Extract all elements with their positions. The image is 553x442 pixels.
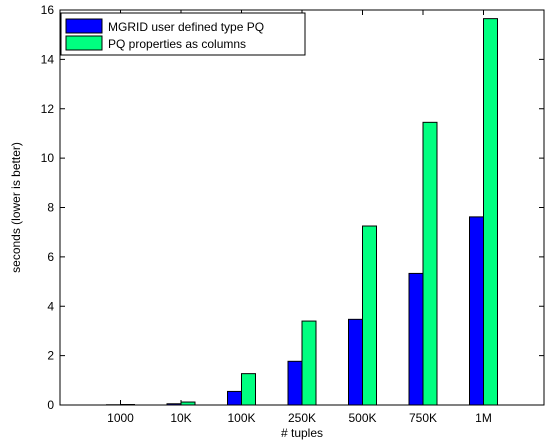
x-tick-label: 100K — [227, 411, 255, 425]
y-tick-label: 2 — [47, 349, 54, 363]
y-axis-label: seconds (lower is better) — [9, 142, 23, 273]
legend-label-series-2: PQ properties as columns — [108, 37, 246, 51]
y-axis: 0 2 4 6 8 10 12 14 16 — [41, 3, 544, 412]
bar-series-1 — [408, 272, 424, 406]
bar-series-2 — [301, 320, 317, 406]
x-tick-label: 1M — [475, 411, 492, 425]
x-tick-label: 500K — [348, 411, 376, 425]
bar-series-2 — [422, 121, 438, 406]
y-tick-label: 0 — [47, 398, 54, 412]
x-tick-label: 10K — [170, 411, 191, 425]
legend: MGRID user defined type PQ PQ properties… — [60, 12, 306, 56]
y-tick-label: 6 — [47, 250, 54, 264]
y-tick-label: 8 — [47, 201, 54, 215]
bar-series-1 — [287, 360, 303, 406]
bar-series-2 — [241, 373, 256, 406]
bars — [106, 18, 498, 406]
legend-swatch-series-2 — [65, 35, 103, 51]
x-axis-label: # tuples — [281, 426, 323, 440]
y-tick-label: 10 — [41, 151, 55, 165]
legend-swatch-series-1 — [65, 18, 103, 34]
y-tick-label: 16 — [41, 3, 55, 17]
y-tick-label: 4 — [47, 299, 54, 313]
bar-series-2 — [483, 18, 498, 406]
x-axis: 1000 10K 100K 250K 500K 750K 1M — [107, 10, 492, 425]
bar-series-1 — [469, 216, 484, 406]
x-tick-label: 1000 — [107, 411, 134, 425]
bar-series-2 — [362, 225, 377, 406]
y-tick-label: 12 — [41, 102, 55, 116]
bar-series-1 — [227, 390, 242, 406]
legend-label-series-1: MGRID user defined type PQ — [108, 20, 264, 34]
bar-series-1 — [348, 318, 363, 406]
y-tick-label: 14 — [41, 52, 55, 66]
x-tick-label: 750K — [409, 411, 437, 425]
x-tick-label: 250K — [288, 411, 316, 425]
